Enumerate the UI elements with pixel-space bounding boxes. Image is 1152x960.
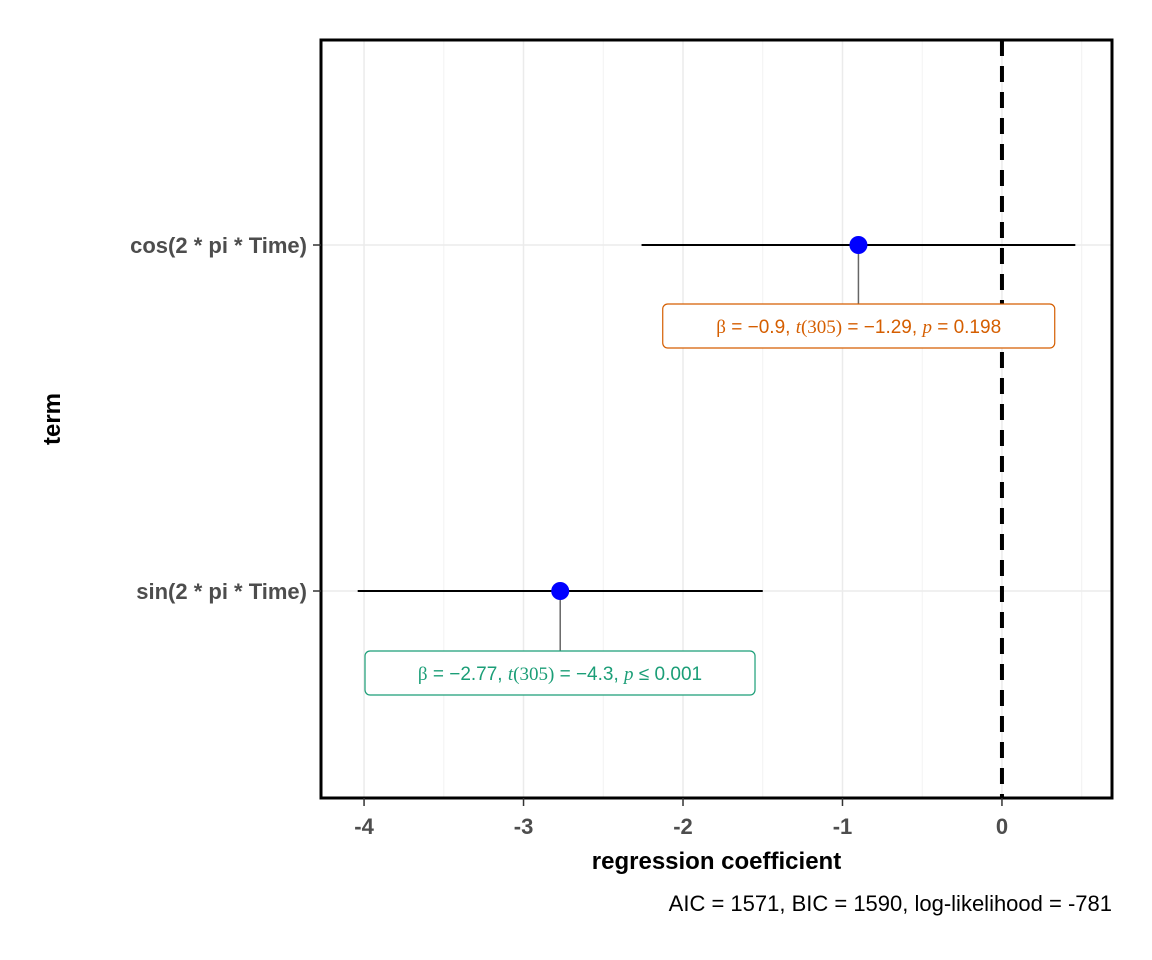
x-tick-label: 0 (996, 814, 1008, 839)
estimate-point (551, 582, 570, 600)
confidence-intervals (357, 244, 1076, 592)
x-tick-label: -1 (833, 814, 853, 839)
x-tick-label: -3 (514, 814, 534, 839)
label-text: β = −2.77, t(305) = −4.3, p ≤ 0.001 (418, 664, 702, 685)
plot-panel-border (319, 38, 1114, 800)
label-box (662, 303, 1056, 349)
y-axis-title: term (39, 393, 66, 445)
y-tick-label: cos(2 * pi * Time) (130, 233, 307, 258)
y-axis-ticks: cos(2 * pi * Time) sin(2 * pi * Time) (130, 233, 321, 604)
estimate-point (849, 236, 868, 254)
x-axis-title: regression coefficient (592, 848, 841, 875)
x-tick-label: -4 (354, 814, 374, 839)
y-tick-label: sin(2 * pi * Time) (136, 579, 307, 604)
label-box (364, 650, 756, 696)
model-fit-caption: AIC = 1571, BIC = 1590, log-likelihood =… (669, 891, 1112, 916)
estimate-label: β = −0.9, t(305) = −1.29, p = 0.198 (662, 303, 1056, 349)
x-tick-label: -2 (673, 814, 693, 839)
label-text: β = −0.9, t(305) = −1.29, p = 0.198 (716, 317, 1001, 338)
estimate-points (551, 236, 868, 600)
x-axis-ticks: -4 -3 -2 -1 0 (354, 798, 1008, 839)
estimate-label: β = −2.77, t(305) = −4.3, p ≤ 0.001 (364, 650, 756, 696)
label-connectors (559, 245, 860, 651)
estimate-labels: β = −0.9, t(305) = −1.29, p = 0.198 β = −… (364, 303, 1056, 696)
